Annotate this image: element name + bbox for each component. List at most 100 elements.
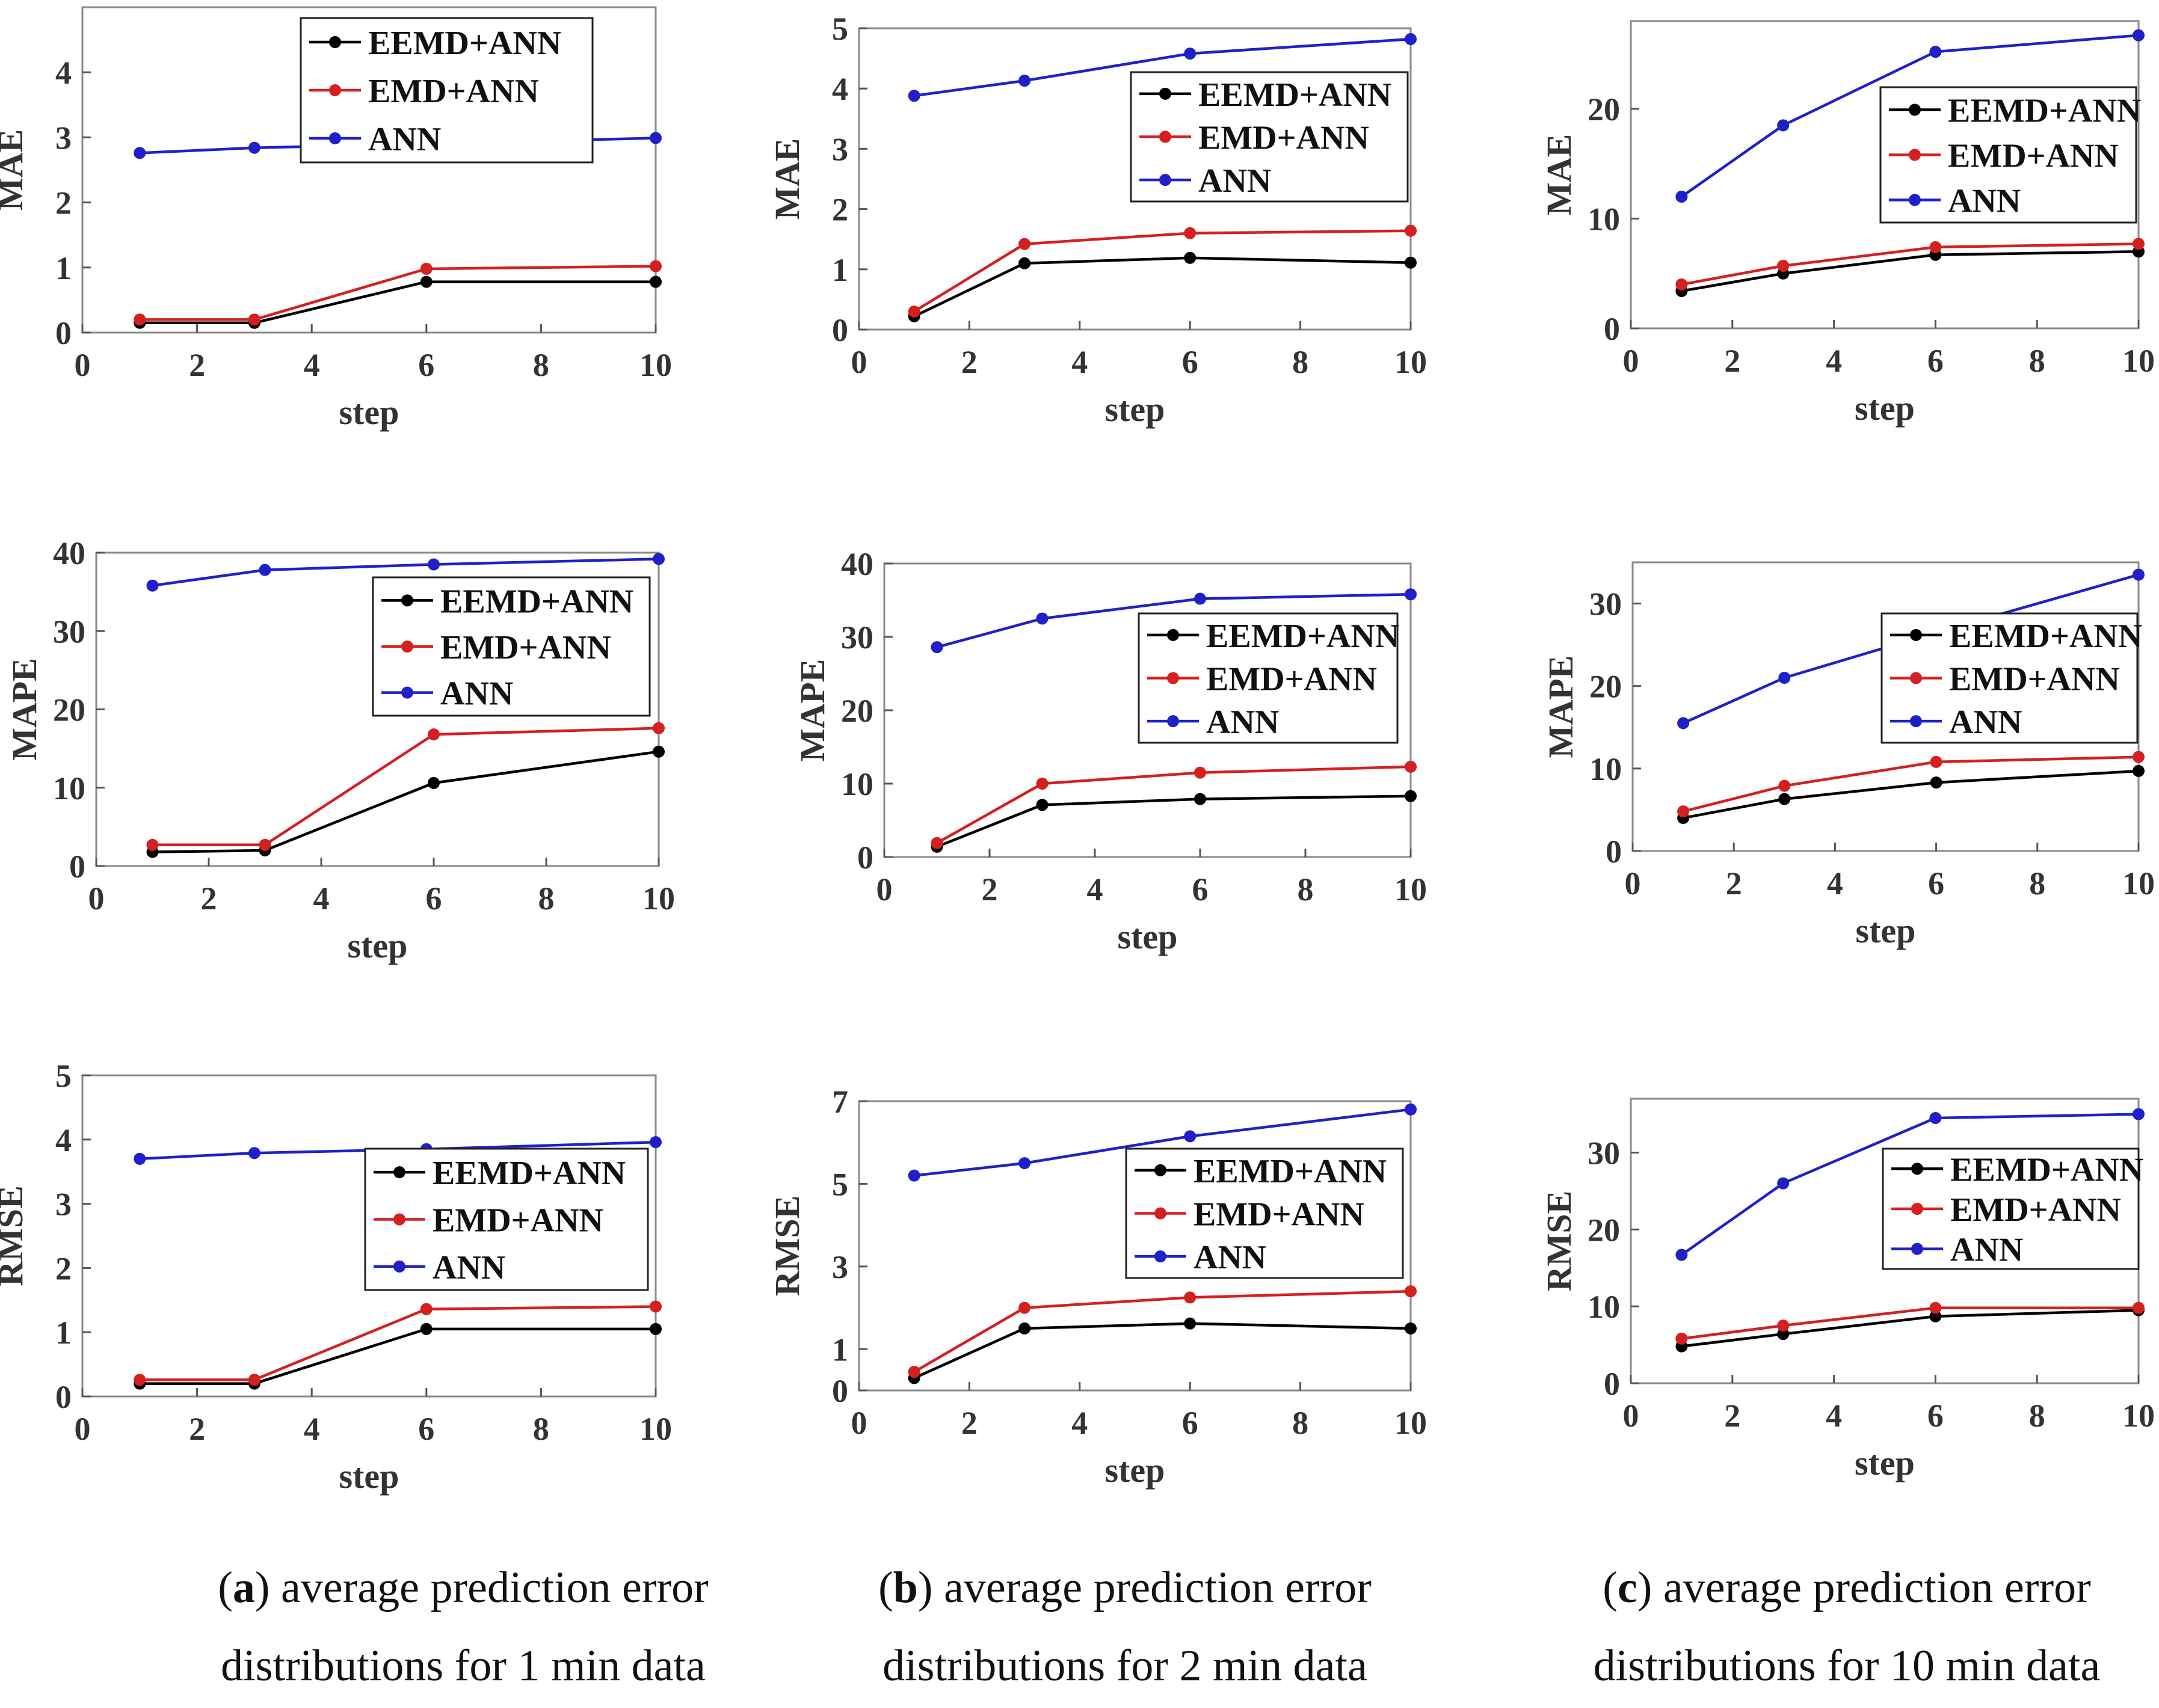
data-point-ann (1675, 1249, 1688, 1261)
series-line-emd-ann (1681, 1306, 2139, 1341)
x-tick-label: 10 (639, 1411, 672, 1447)
x-tick-label: 2 (1724, 1398, 1740, 1434)
legend-label: EEMD+ANN (440, 583, 633, 620)
data-point-ann (1778, 672, 1791, 684)
data-point-eemd-ann (1036, 799, 1049, 811)
data-point-emd-ann (2133, 1301, 2145, 1314)
x-tick-label: 6 (1182, 344, 1198, 380)
data-point-emd-ann (1405, 760, 1417, 773)
data-point-eemd-ann (653, 745, 665, 758)
data-point-eemd-ann (1778, 793, 1791, 805)
x-axis-label: step (1118, 917, 1178, 956)
legend-label: EMD+ANN (1949, 661, 2120, 698)
data-point-ann (146, 579, 159, 592)
data-point-emd-ann (146, 838, 159, 851)
series-line-emd-ann (152, 727, 659, 847)
x-tick-label: 10 (2122, 343, 2155, 379)
x-axis-label: step (348, 926, 408, 965)
legend-label: ANN (1948, 183, 2021, 220)
y-tick-label: 20 (841, 693, 873, 729)
chart-a-mae: 0 2 4 6 8 10 0 1 2 3 4 step MAE EEMD+ANN EMD+ANN ANN (0, 6, 672, 432)
x-tick-label: 4 (1087, 871, 1103, 908)
data-point-ann (134, 1152, 146, 1165)
x-tick-label: 4 (1827, 865, 1843, 902)
data-point-eemd-ann (420, 1322, 433, 1335)
y-tick-label: 7 (832, 1084, 848, 1120)
data-point-eemd-ann (1405, 790, 1417, 802)
x-tick-label: 10 (1394, 871, 1427, 908)
y-tick-label: 0 (1604, 1366, 1620, 1402)
x-axis-label: step (1105, 390, 1165, 429)
x-tick-label: 0 (1623, 343, 1639, 379)
caption-b-line1: (b) average prediction error (878, 1563, 1372, 1612)
data-point-eemd-ann (420, 275, 433, 288)
series-line-eemd-ann (1683, 769, 2139, 820)
data-point-eemd-ann (650, 275, 662, 288)
data-point-ann (653, 553, 665, 565)
data-point-ann (1405, 1103, 1417, 1116)
legend-swatch-marker (1159, 131, 1171, 143)
data-point-ann (1018, 75, 1031, 87)
data-point-ann (1018, 1157, 1031, 1170)
legend-label: EMD+ANN (1206, 661, 1377, 698)
x-tick-label: 10 (2122, 865, 2155, 902)
caption-b-text1: ) average prediction error (917, 1563, 1372, 1612)
y-tick-label: 5 (55, 1058, 72, 1094)
data-point-ann (908, 90, 920, 102)
y-tick-label: 40 (53, 535, 85, 571)
data-point-ann (259, 564, 271, 576)
caption-a-line1: (a) average prediction error (218, 1563, 709, 1612)
data-point-ann (1184, 48, 1197, 60)
data-point-emd-ann (908, 305, 920, 318)
x-tick-label: 2 (189, 347, 205, 383)
x-tick-label: 2 (189, 1411, 205, 1447)
caption-a-line2: distributions for 1 min data (221, 1641, 706, 1691)
data-point-emd-ann (1930, 755, 1942, 768)
y-tick-label: 10 (53, 770, 85, 806)
data-point-emd-ann (653, 722, 665, 734)
series-line-emd-ann (1681, 242, 2139, 286)
series-line-ann (140, 1140, 656, 1161)
legend-label: ANN (368, 121, 441, 158)
data-point-eemd-ann (2133, 764, 2145, 777)
y-tick-label: 3 (55, 1187, 72, 1223)
x-tick-label: 10 (642, 880, 675, 917)
legend-label: ANN (1198, 162, 1271, 200)
legend-swatch-marker (1911, 1203, 1923, 1215)
legend-label: EEMD+ANN (1193, 1153, 1387, 1190)
x-tick-label: 2 (961, 344, 978, 380)
x-tick-label: 8 (1298, 871, 1314, 908)
legend-label: EEMD+ANN (1948, 93, 2141, 130)
caption-c: (c) average prediction error distributio… (1516, 1549, 2159, 1705)
x-tick-label: 8 (538, 880, 555, 917)
x-tick-label: 4 (1071, 1405, 1088, 1441)
data-point-emd-ann (134, 313, 146, 326)
y-tick-label: 4 (832, 71, 848, 107)
caption-a-text1: ) average prediction error (254, 1563, 709, 1612)
data-point-emd-ann (931, 837, 943, 849)
data-point-eemd-ann (1929, 1310, 1942, 1322)
series-line-eemd-ann (913, 256, 1411, 318)
legend-swatch-marker (1910, 715, 1922, 728)
x-tick-label: 0 (75, 347, 91, 383)
y-axis-label: MAPE (1541, 656, 1580, 758)
x-axis-label: step (1856, 911, 1916, 950)
y-tick-label: 30 (53, 613, 85, 650)
x-tick-label: 0 (75, 1411, 91, 1447)
legend-label: EMD+ANN (1948, 138, 2119, 175)
legend-swatch-marker (401, 640, 413, 653)
series-line-eemd-ann (140, 280, 656, 325)
data-point-emd-ann (1929, 1301, 1942, 1314)
legend-swatch-marker (1159, 87, 1171, 100)
legend-label: ANN (1206, 704, 1279, 741)
data-point-emd-ann (248, 313, 260, 326)
y-tick-label: 20 (1588, 91, 1620, 127)
data-point-ann (1929, 1111, 1942, 1124)
legend-label: EMD+ANN (433, 1202, 603, 1240)
y-tick-label: 10 (841, 766, 873, 802)
data-point-emd-ann (1677, 805, 1690, 818)
legend-label: EMD+ANN (1950, 1191, 2121, 1229)
